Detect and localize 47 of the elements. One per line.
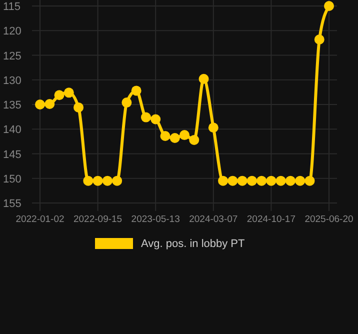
point bbox=[180, 130, 190, 140]
y-tick-label: 115 bbox=[3, 1, 21, 13]
point bbox=[266, 176, 276, 186]
y-tick-label: 150 bbox=[3, 173, 22, 186]
point bbox=[102, 176, 112, 186]
point bbox=[83, 176, 94, 186]
point bbox=[131, 86, 142, 96]
point bbox=[246, 176, 257, 186]
point bbox=[150, 114, 161, 124]
point bbox=[92, 176, 103, 186]
point bbox=[228, 176, 238, 186]
point bbox=[122, 98, 132, 108]
point bbox=[170, 132, 180, 143]
y-tick-label: 155 bbox=[3, 198, 22, 210]
x-tick-label: 2025-06-20 bbox=[304, 214, 354, 225]
point bbox=[44, 99, 55, 110]
point bbox=[208, 122, 218, 133]
point bbox=[35, 100, 45, 110]
point bbox=[189, 134, 200, 145]
y-tick-label: 145 bbox=[3, 148, 22, 161]
point bbox=[295, 176, 306, 186]
x-tick-label: 2024-03-07 bbox=[189, 214, 238, 225]
x-tick-label: 2023-05-13 bbox=[131, 214, 180, 225]
point bbox=[74, 102, 84, 112]
point bbox=[160, 131, 170, 142]
point bbox=[285, 176, 296, 186]
point bbox=[324, 1, 334, 11]
point bbox=[140, 112, 151, 122]
y-tick-label: 135 bbox=[3, 100, 22, 112]
y-tick-label: 140 bbox=[3, 124, 22, 136]
y-tick-label: 130 bbox=[3, 74, 22, 87]
point bbox=[218, 176, 228, 186]
x-tick-label: 2022-09-15 bbox=[73, 214, 122, 225]
point bbox=[314, 34, 324, 44]
x-tick-label: 2022-01-02 bbox=[16, 214, 64, 225]
point bbox=[237, 176, 248, 186]
y-tick-label: 120 bbox=[3, 26, 22, 38]
point bbox=[54, 90, 64, 100]
point bbox=[276, 176, 286, 186]
point bbox=[198, 74, 209, 84]
point bbox=[64, 88, 74, 98]
point bbox=[256, 176, 267, 186]
x-tick-label: 2024-10-17 bbox=[246, 214, 296, 225]
point bbox=[112, 176, 122, 186]
point bbox=[304, 176, 315, 186]
legend-label: Avg. pos. in lobby PT bbox=[141, 238, 246, 250]
y-tick-label: 125 bbox=[3, 50, 22, 62]
